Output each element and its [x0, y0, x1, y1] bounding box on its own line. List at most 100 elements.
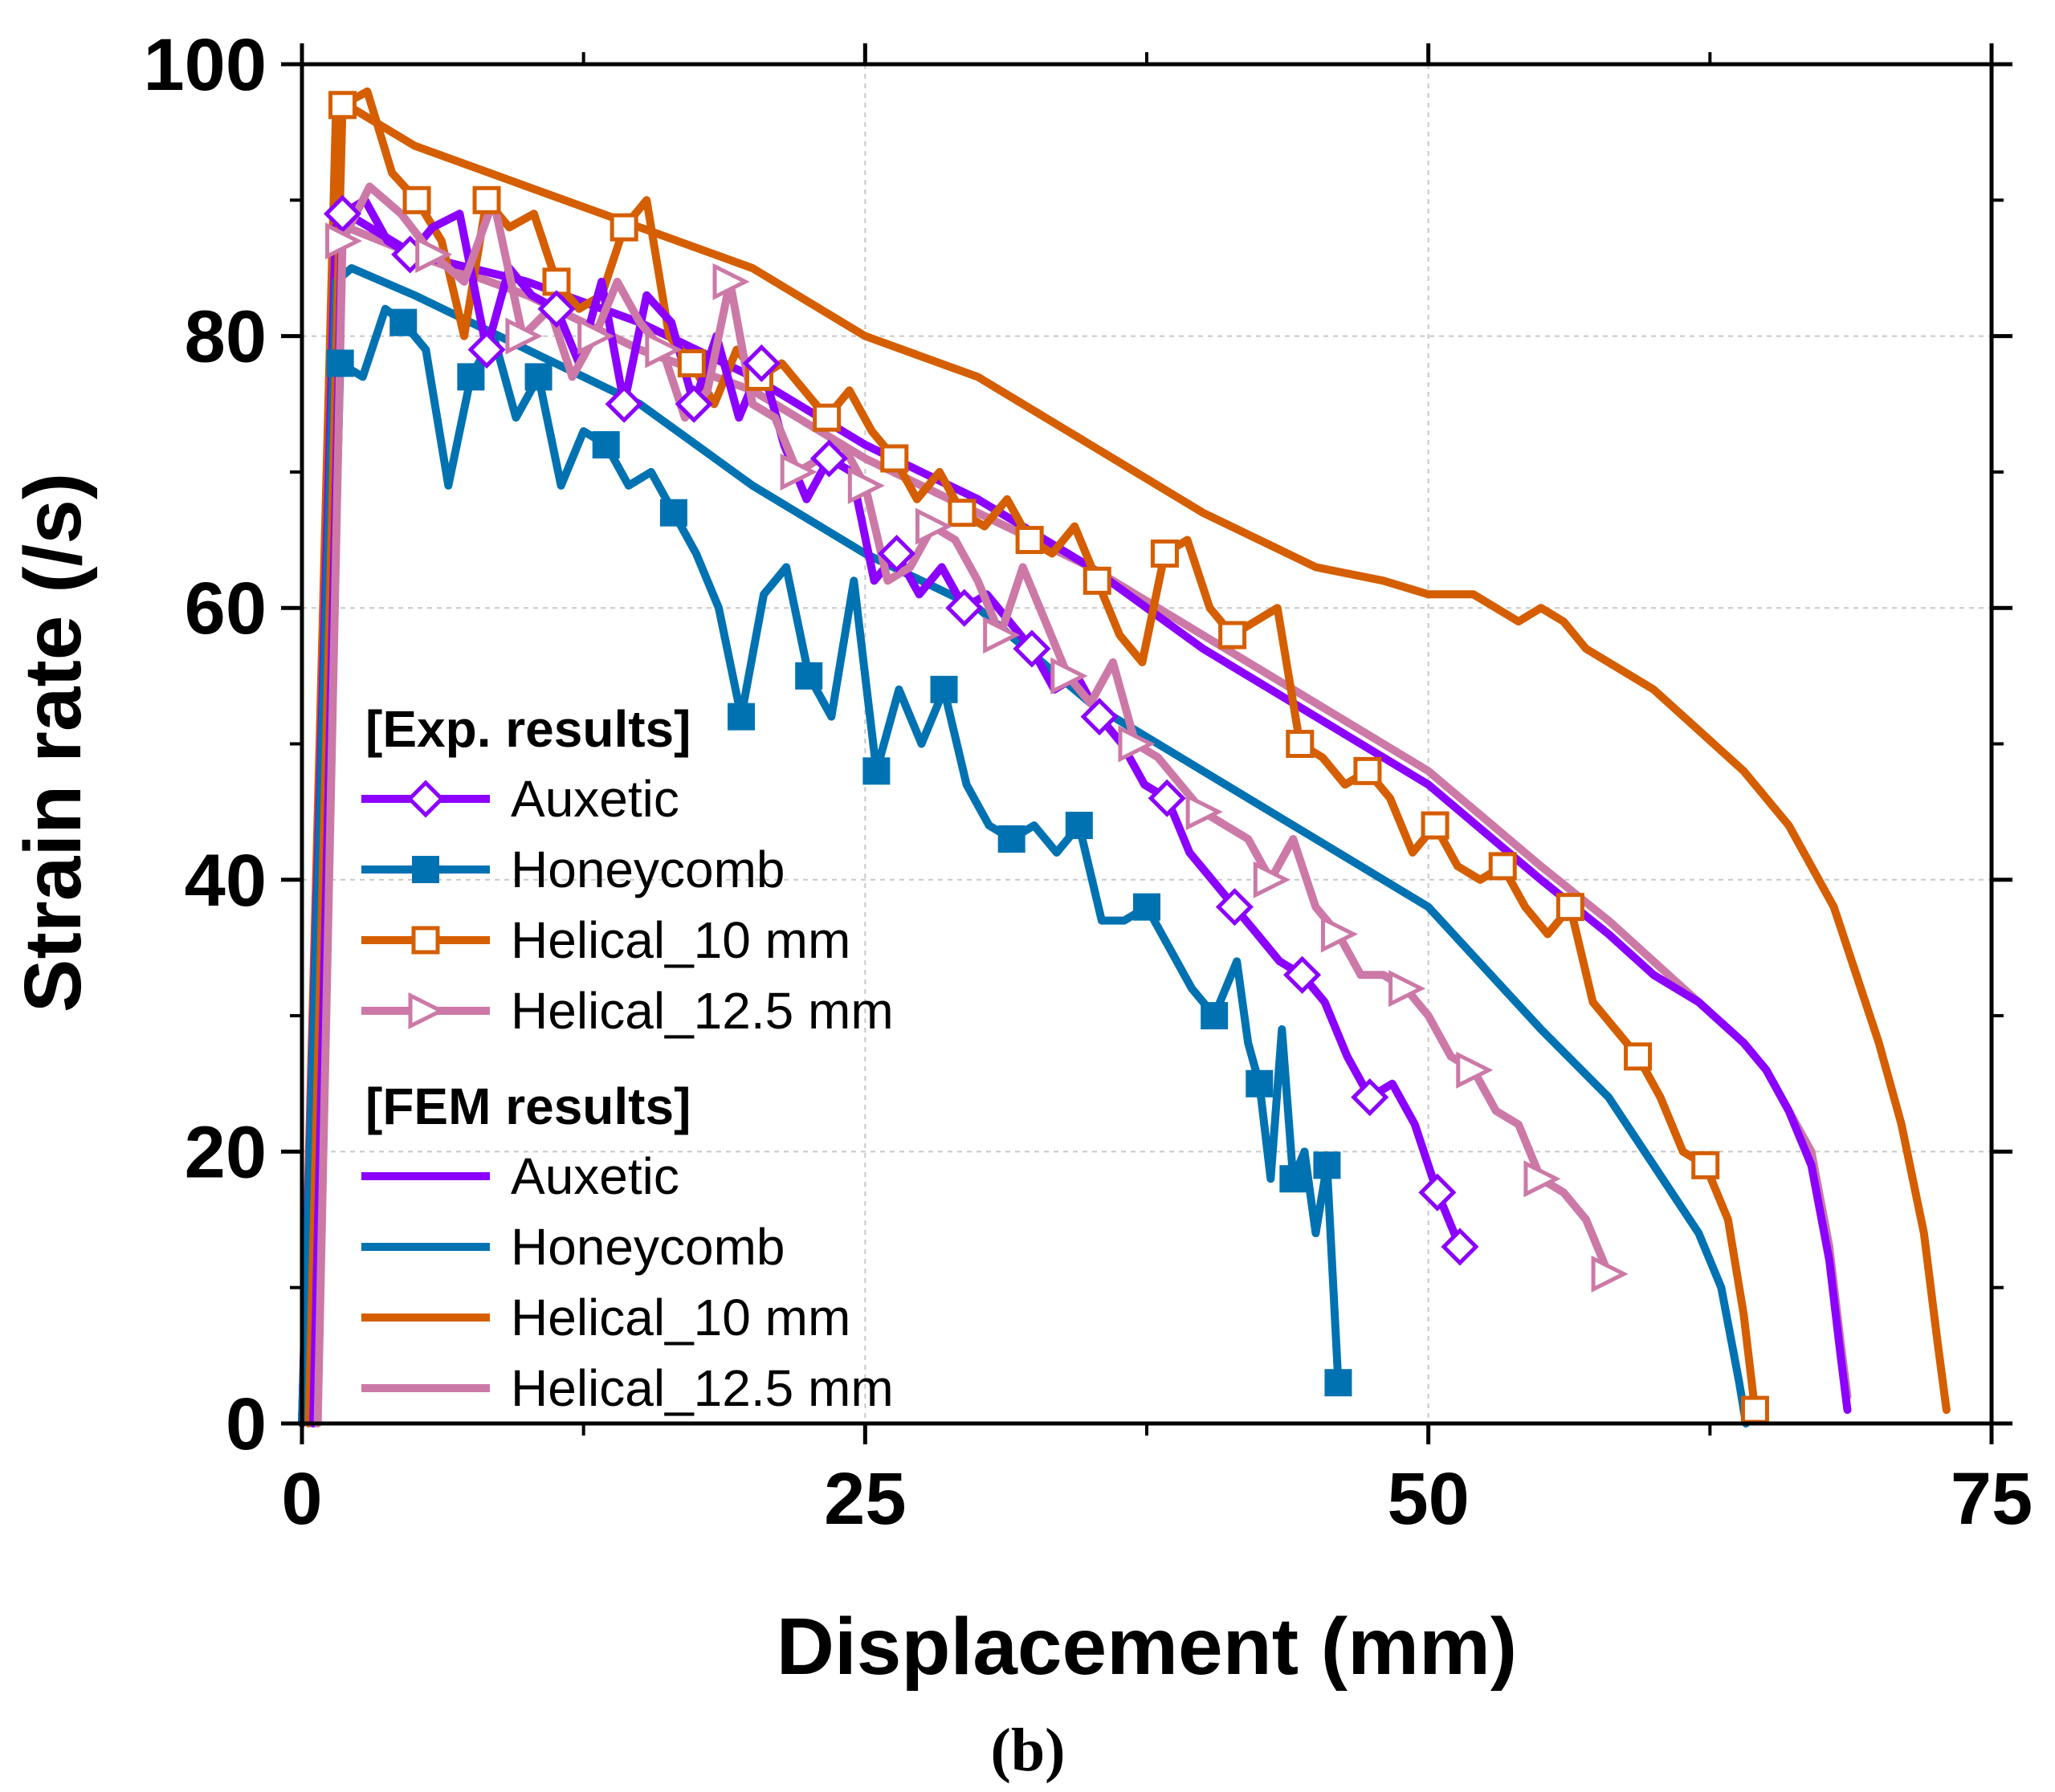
data-point-exp-auxetic [1215, 888, 1254, 927]
data-point-exp-helical-10-mm [677, 348, 706, 377]
legend-group-fem: Auxetic Honeycomb Helical_10 mm Helical_12.… [361, 1147, 894, 1417]
data-point-exp-helical-10-mm [1624, 1042, 1653, 1071]
legend-heading-fem: [FEM results] [365, 1077, 691, 1135]
data-point-exp-auxetic [1441, 1228, 1479, 1266]
data-point-exp-helical-12-5-mm [1523, 1160, 1561, 1198]
data-point-exp-auxetic [1013, 629, 1051, 668]
data-point-exp-honeycomb [457, 363, 485, 391]
data-point-exp-honeycomb [997, 825, 1025, 853]
data-point-exp-helical-10-mm [1353, 756, 1382, 785]
data-point-exp-honeycomb [659, 499, 687, 527]
legend-heading-exp: [Exp. results] [365, 700, 691, 758]
data-point-exp-auxetic [878, 534, 916, 573]
data-point-exp-helical-12-5-mm [1253, 861, 1290, 898]
data-point-exp-helical-10-mm [610, 213, 638, 242]
legend-label: Honeycomb [511, 841, 785, 898]
y-tick-label: 40 [185, 840, 267, 922]
y-tick-label: 20 [185, 1111, 267, 1193]
legend-label: Auxetic [511, 1147, 679, 1205]
legend-label: Helical_12.5 mm [511, 982, 894, 1040]
data-point-exp-helical-12-5-mm [577, 317, 615, 355]
data-point-exp-honeycomb [1313, 1151, 1341, 1179]
data-point-exp-auxetic [675, 385, 713, 423]
data-point-exp-helical-10-mm [1150, 539, 1179, 568]
tick-labels: 0 20 40 60 80 100 0 25 50 75 [144, 24, 2033, 1540]
data-point-exp-auxetic [1418, 1173, 1457, 1212]
legend-swatch-marker [408, 992, 446, 1030]
data-point-exp-honeycomb [1279, 1165, 1307, 1193]
legend-group-exp: Auxetic Honeycomb Helical_10 mm Helical_12.… [361, 770, 894, 1040]
axis-ticks [281, 43, 2012, 1444]
legend-swatch-marker [412, 856, 439, 883]
data-point-exp-honeycomb [1133, 893, 1160, 921]
legend-label: Helical_12.5 mm [511, 1359, 894, 1417]
panel-label: (b) [991, 1717, 1066, 1784]
data-point-exp-helical-12-5-mm [505, 317, 543, 355]
data-point-exp-auxetic [467, 330, 506, 369]
data-point-exp-honeycomb [1324, 1369, 1352, 1397]
data-point-exp-helical-10-mm [1015, 526, 1044, 555]
data-point-exp-helical-12-5-mm [324, 222, 363, 260]
data-point-exp-helical-10-mm [880, 444, 909, 473]
data-point-exp-auxetic [742, 344, 781, 382]
data-point-exp-honeycomb [1246, 1069, 1274, 1098]
data-point-exp-honeycomb [1201, 1002, 1229, 1030]
data-point-exp-honeycomb [389, 308, 418, 336]
data-point-exp-helical-12-5-mm [983, 617, 1021, 654]
data-point-exp-helical-10-mm [813, 403, 842, 432]
data-point-exp-helical-12-5-mm [1185, 793, 1223, 831]
x-tick-label: 0 [281, 1458, 322, 1540]
y-axis-title: Strain rate (/s) [8, 473, 98, 1012]
data-point-exp-helical-12-5-mm [1591, 1255, 1629, 1293]
data-point-exp-helical-10-mm [1488, 852, 1517, 881]
x-tick-label: 75 [1951, 1458, 2033, 1540]
data-point-exp-honeycomb [326, 349, 354, 377]
data-point-exp-helical-10-mm [1218, 621, 1247, 650]
series-line-exp-helical-10-mm [304, 87, 1759, 1427]
y-tick-label: 60 [185, 568, 267, 650]
data-point-exp-helical-12-5-mm [415, 235, 453, 274]
y-tick-label: 100 [144, 24, 267, 106]
data-point-exp-helical-12-5-mm [1118, 725, 1156, 763]
legend-swatch-marker [406, 780, 445, 818]
data-point-exp-helical-12-5-mm [1456, 1051, 1494, 1089]
data-point-exp-helical-10-mm [1286, 730, 1315, 758]
x-tick-label: 50 [1387, 1458, 1469, 1540]
series-line-fem-honeycomb [298, 264, 1751, 1427]
data-point-exp-helical-10-mm [1740, 1395, 1769, 1424]
data-point-exp-helical-10-mm [948, 499, 977, 527]
data-point-exp-auxetic [1283, 955, 1322, 994]
data-point-exp-helical-10-mm [402, 185, 431, 214]
data-point-exp-auxetic [605, 385, 643, 423]
series-line-fem-helical-10-mm [298, 100, 1951, 1427]
data-point-exp-helical-12-5-mm [780, 453, 818, 491]
data-point-exp-helical-12-5-mm [645, 331, 683, 369]
data-point-exp-helical-10-mm [1083, 566, 1111, 595]
legend-label: Honeycomb [511, 1218, 785, 1276]
data-point-exp-helical-10-mm [1691, 1151, 1720, 1179]
data-point-exp-honeycomb [728, 703, 756, 731]
legend-label: Helical_10 mm [511, 1289, 850, 1346]
data-point-exp-honeycomb [930, 675, 958, 703]
data-point-exp-honeycomb [795, 662, 823, 690]
legend-swatch-marker [411, 926, 440, 955]
data-point-exp-honeycomb [524, 363, 552, 391]
data-point-exp-helical-12-5-mm [712, 263, 750, 300]
x-axis-title: Displacement (mm) [777, 1602, 1517, 1692]
data-point-exp-auxetic [1148, 779, 1186, 817]
data-point-exp-helical-12-5-mm [847, 466, 885, 504]
data-point-exp-honeycomb [1065, 812, 1093, 840]
legend-label: Auxetic [511, 770, 679, 828]
y-tick-label: 0 [226, 1383, 267, 1465]
data-point-exp-helical-10-mm [472, 185, 501, 214]
legend: [Exp. results] Auxetic Honeycomb Helical_1… [361, 700, 894, 1417]
data-point-exp-honeycomb [862, 757, 891, 785]
data-point-exp-auxetic [945, 589, 984, 627]
data-point-exp-auxetic [809, 439, 848, 478]
data-point-exp-helical-12-5-mm [915, 507, 953, 545]
data-point-exp-auxetic [1080, 698, 1119, 736]
data-point-exp-helical-10-mm [328, 91, 357, 120]
data-point-exp-auxetic [323, 194, 362, 233]
data-point-exp-helical-10-mm [1421, 811, 1450, 840]
